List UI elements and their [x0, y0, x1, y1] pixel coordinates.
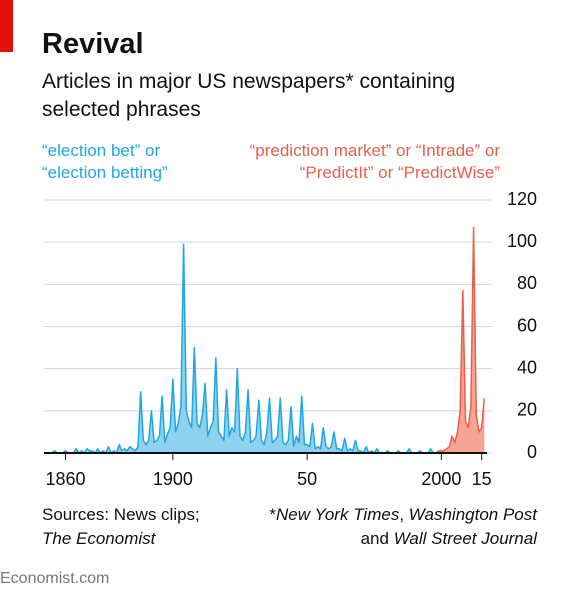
x-tick-label: 50 — [297, 469, 317, 489]
footnote-text: , — [399, 505, 409, 524]
red-tag — [0, 0, 13, 52]
brand: Economist.com — [0, 570, 110, 587]
subtitle: Articles in major US newspapers* contain… — [42, 70, 456, 121]
footnote-text: Washington Post — [408, 505, 537, 524]
y-tick-label: 100 — [507, 231, 537, 251]
y-tick-label: 40 — [517, 357, 537, 377]
footnote-text: Wall Street Journal — [393, 529, 537, 548]
footnote-text: and — [360, 529, 394, 548]
source-text: Sources: News clips; — [42, 505, 200, 524]
legend-entry: “prediction market” or “Intrade” or “Pre… — [249, 141, 500, 182]
y-tick-label: 120 — [507, 189, 537, 209]
source-text: The Economist — [42, 529, 156, 548]
x-tick-label: 1900 — [153, 469, 193, 489]
x-tick-label: 2000 — [421, 469, 461, 489]
y-tick-label: 60 — [517, 315, 537, 335]
area — [44, 244, 485, 453]
line — [44, 243, 485, 454]
x-tick-label: 15 — [472, 469, 492, 489]
y-tick-label: 80 — [517, 273, 537, 293]
y-tick-label: 20 — [517, 400, 537, 420]
area — [414, 227, 485, 453]
footnote-text: * — [269, 505, 277, 524]
footnote-text: New York Times — [276, 505, 400, 524]
legend-entry: “election bet” or “election betting” — [42, 141, 168, 182]
source: Sources: News clips; The Economist — [42, 503, 200, 551]
x-tick-label: 1860 — [45, 469, 85, 489]
y-tick-label: 0 — [527, 442, 537, 462]
footnote: *New York Times, Washington Post and Wal… — [269, 503, 537, 551]
chart-title: Revival — [42, 28, 144, 60]
